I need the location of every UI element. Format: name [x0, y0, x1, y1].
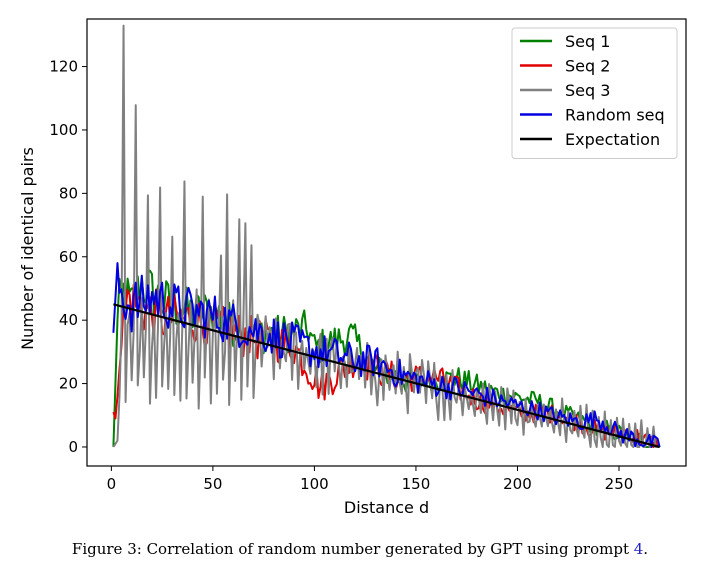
- x-tick-label: 150: [402, 475, 431, 493]
- figure-caption: Figure 3: Correlation of random number g…: [0, 540, 720, 558]
- y-tick-label: 40: [59, 311, 78, 329]
- legend-label: Expectation: [565, 130, 660, 149]
- plot-frame: [86, 18, 687, 467]
- y-axis-label: Number of identical pairs: [18, 147, 37, 350]
- x-tick-label: 50: [203, 475, 222, 493]
- caption-suffix: .: [643, 540, 649, 558]
- plot-area: [112, 24, 661, 449]
- chart: 0 50 100 150 200 250 0 20 40 60 80 100 120 Distance d…: [18, 18, 687, 517]
- axes: 0 50 100 150 200 250 0 20 40 60 80 100 120 Distance d…: [18, 18, 687, 517]
- x-tick-label: 100: [300, 475, 329, 493]
- y-tick-label: 80: [59, 184, 78, 202]
- y-tick-label: 20: [59, 375, 78, 393]
- series-line-random-seq: [112, 262, 661, 448]
- caption-prefix: Figure 3: Correlation of random number g…: [71, 540, 634, 558]
- y-tick-label: 120: [49, 58, 78, 76]
- x-tick-label: 200: [503, 475, 532, 493]
- x-tick-label: 250: [605, 475, 634, 493]
- x-tick-label: 0: [107, 475, 117, 493]
- legend-label: Seq 1: [565, 32, 610, 51]
- y-tick-label: 100: [49, 121, 78, 139]
- legend-label: Seq 2: [565, 57, 610, 76]
- caption-ref-link[interactable]: 4: [633, 540, 644, 558]
- legend-label: Seq 3: [565, 81, 610, 100]
- legend: Seq 1 Seq 2 Seq 3 Random seq Expectation: [511, 27, 678, 159]
- legend-label: Random seq: [565, 106, 665, 125]
- series-line-expectation: [113, 303, 660, 449]
- x-axis-label: Distance d: [344, 498, 429, 517]
- legend-box: [511, 27, 678, 159]
- y-tick-label: 60: [59, 248, 78, 266]
- y-tick-label: 0: [68, 438, 78, 456]
